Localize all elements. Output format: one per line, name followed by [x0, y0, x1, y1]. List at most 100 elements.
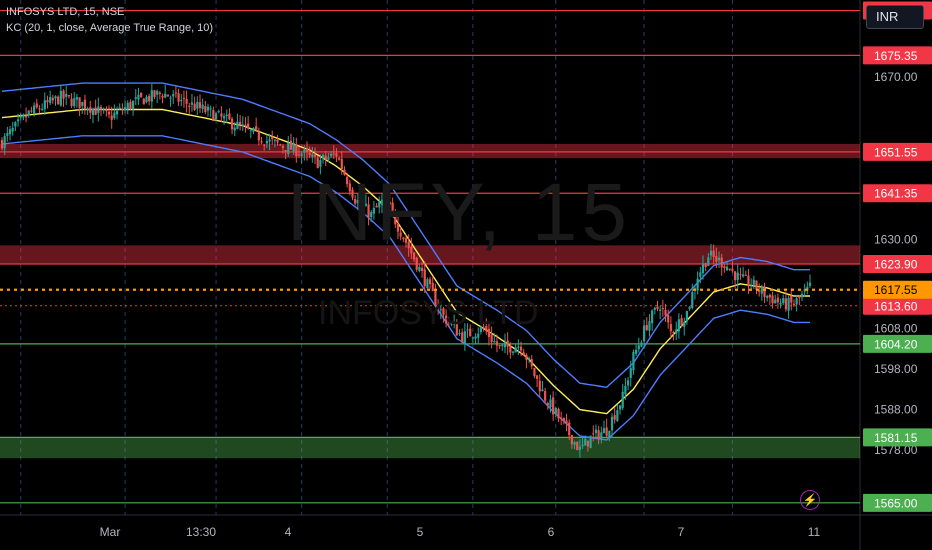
candle-body — [201, 104, 204, 110]
candle-body — [321, 155, 325, 159]
candle-body — [704, 263, 707, 268]
candle-body — [126, 102, 129, 110]
candle-body — [428, 279, 432, 284]
price-label: 1613.60 — [874, 299, 918, 313]
candle-body — [367, 204, 370, 218]
candle-body — [760, 286, 763, 294]
candle-body — [65, 93, 68, 97]
candle-body — [383, 194, 386, 199]
candle-body — [292, 142, 295, 152]
candle-body — [511, 351, 515, 353]
candle-body — [423, 269, 426, 287]
candle-body — [685, 311, 689, 322]
candle-body — [712, 250, 715, 257]
candle-body — [123, 107, 127, 111]
candle-body — [271, 137, 274, 140]
candle-body — [24, 115, 28, 118]
candle-body — [89, 107, 92, 113]
candle-body — [578, 446, 582, 450]
candle-body — [808, 282, 812, 286]
candle-body — [388, 201, 392, 205]
candle-body — [610, 416, 614, 431]
candle-body — [653, 307, 656, 310]
candle-body — [404, 238, 408, 243]
candle-body — [434, 290, 437, 306]
price-lines — [0, 9, 860, 504]
candle-body — [233, 127, 236, 131]
candle-body — [94, 107, 97, 115]
candle-body — [268, 139, 271, 142]
price-label-bg — [863, 493, 932, 512]
candle-body — [755, 280, 758, 290]
price-tick-label: 1630.00 — [874, 232, 918, 246]
candle-body — [8, 129, 12, 135]
price-tick-label: 1670.00 — [874, 70, 918, 84]
price-label-bg — [863, 296, 932, 315]
candle-body — [172, 93, 175, 97]
price-axis[interactable]: 1578.00 1588.00 1598.00 1608.00 1630.00 1670.… — [874, 70, 918, 457]
candle-body — [629, 368, 632, 379]
candle-body — [645, 324, 648, 331]
candle-body — [640, 342, 643, 347]
candle-body — [313, 154, 317, 157]
candle-body — [198, 102, 202, 108]
candle-body — [158, 92, 161, 94]
indicator-legend[interactable]: KC (20, 1, close, Average True Range, 10… — [6, 22, 214, 34]
price-label-bg — [863, 428, 932, 447]
candle-body — [281, 146, 285, 148]
candle-body — [634, 349, 638, 354]
candle-body — [594, 429, 598, 433]
candle-body — [255, 126, 258, 130]
candle-body — [453, 323, 456, 325]
candle-body — [185, 99, 188, 104]
candle-body — [589, 435, 592, 448]
candle-body — [795, 298, 798, 305]
candle-body — [399, 232, 402, 237]
candle-body — [188, 105, 191, 107]
candle-body — [62, 90, 65, 99]
candle-body — [522, 352, 525, 356]
candle-body — [728, 268, 731, 270]
time-axis[interactable]: Mar 13:30 4 5 6 7 11 — [100, 525, 821, 539]
candle-body — [667, 315, 670, 323]
candle-body — [35, 103, 38, 108]
lightning-icon[interactable]: ⚡ — [800, 490, 820, 510]
candle-body — [78, 97, 81, 108]
candle-body — [541, 389, 544, 392]
candle-body — [455, 323, 458, 336]
currency-button[interactable]: INR — [866, 5, 924, 29]
candle-body — [675, 329, 678, 334]
candle-body — [442, 308, 445, 315]
time-tick-label: 5 — [417, 525, 424, 539]
candle-body — [391, 202, 394, 212]
candle-body — [276, 139, 279, 143]
candle-body — [153, 90, 156, 98]
candle-body — [533, 367, 536, 377]
candle-body — [763, 286, 766, 298]
candle-body — [701, 263, 705, 274]
candle-body — [792, 303, 796, 306]
candle-body — [546, 402, 549, 406]
candle-body — [220, 113, 223, 117]
current-price-label-bg — [863, 280, 932, 299]
candle-body — [608, 430, 611, 438]
candle-body — [340, 158, 343, 170]
symbol-title[interactable]: INFOSYS LTD, 15, NSE — [6, 6, 125, 18]
candle-body — [592, 433, 595, 435]
candle-body — [131, 100, 135, 109]
candle-body — [190, 102, 194, 105]
candle-body — [463, 331, 466, 345]
candle-body — [503, 342, 507, 348]
price-tick-label: 1578.00 — [874, 443, 918, 457]
candle-body — [605, 427, 608, 436]
candle-body — [544, 391, 547, 401]
candle-body — [156, 90, 159, 95]
candle-body — [573, 442, 576, 445]
candle-body — [744, 274, 747, 276]
candle-body — [43, 100, 46, 110]
candle-body — [279, 144, 282, 146]
candle-body — [244, 124, 247, 126]
candle-body — [380, 199, 384, 205]
candle-body — [418, 266, 421, 272]
